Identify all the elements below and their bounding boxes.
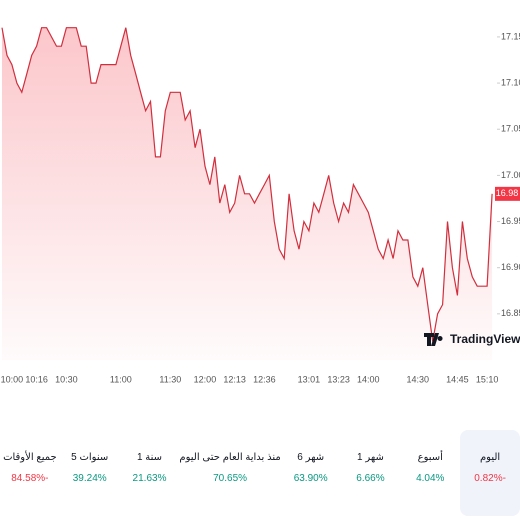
x-tick-label: 12:00 <box>194 374 217 384</box>
tab-label: منذ بداية العام حتى اليوم <box>179 452 281 463</box>
tab-value: -0.82% <box>474 473 506 484</box>
performance-tabs: اليوم -0.82% أسبوع 4.04% 1 شهر 6.66% 6 شهر 63.9… <box>0 430 520 516</box>
tab-label: 1 شهر <box>357 452 384 463</box>
tab-label: اليوم <box>479 452 501 463</box>
tab-label: 6 شهر <box>297 452 325 463</box>
x-tick-label: 11:30 <box>159 374 181 384</box>
tab-value: 70.65% <box>213 473 248 484</box>
watermark: TradingView <box>424 332 520 346</box>
y-tick-label: 17.15 <box>501 31 520 41</box>
performance-tab[interactable]: 1 شهر 6.66% <box>341 430 401 516</box>
x-tick-label: 12:13 <box>223 374 246 384</box>
y-tick-label: 17.00 <box>501 170 520 180</box>
y-tick-label: 17.10 <box>501 77 520 87</box>
performance-tab[interactable]: 1 سنة 21.63% <box>120 430 180 516</box>
chart: 16.85 16.90 16.95 17.00 17.05 17.10 17.15 10:00… <box>1 27 520 384</box>
tab-label: 1 سنة <box>136 452 163 463</box>
tab-value: 39.24% <box>72 473 107 484</box>
x-tick-label: 10:00 <box>1 374 24 384</box>
y-tick-label: 17.05 <box>501 124 520 134</box>
performance-tab[interactable]: اليوم -0.82% <box>460 430 520 516</box>
x-tick-label: 14:00 <box>357 374 380 384</box>
performance-tab[interactable]: 6 شهر 63.90% <box>281 430 341 516</box>
x-tick-label: 10:16 <box>25 374 48 384</box>
tab-value: 6.66% <box>356 473 385 484</box>
x-tick-label: 14:30 <box>407 374 430 384</box>
x-tick-label: 10:30 <box>55 374 78 384</box>
x-tick-label: 13:23 <box>327 374 350 384</box>
last-price-box <box>495 186 520 201</box>
tab-value: -84.58% <box>11 473 49 484</box>
tab-value: 63.90% <box>293 473 328 484</box>
tab-label: أسبوع <box>417 452 443 463</box>
performance-tab[interactable]: منذ بداية العام حتى اليوم 70.65% <box>179 430 280 516</box>
last-price-label: 16.98 <box>496 188 519 198</box>
y-tick-label: 16.95 <box>501 216 520 226</box>
watermark-text: TradingView <box>450 332 520 346</box>
performance-tab[interactable]: جميع الأوقات -84.58% <box>0 430 60 516</box>
x-tick-label: 13:01 <box>298 374 321 384</box>
price-line <box>1 27 493 342</box>
tab-label: جميع الأوقات <box>3 452 57 463</box>
x-tick-label: 12:36 <box>253 374 276 384</box>
performance-tab[interactable]: أسبوع 4.04% <box>400 430 460 516</box>
logo-icon <box>424 333 443 346</box>
x-tick-label: 11:00 <box>110 374 132 384</box>
x-tick-label: 14:45 <box>446 374 469 384</box>
y-tick-label: 16.85 <box>501 308 520 318</box>
performance-tab[interactable]: 5 سنوات 39.24% <box>60 430 120 516</box>
x-tick-label: 15:10 <box>476 374 499 384</box>
y-tick-label: 16.90 <box>501 262 520 272</box>
tab-label: 5 سنوات <box>71 452 109 463</box>
tab-value: 4.04% <box>416 473 445 484</box>
tab-value: 21.63% <box>132 473 167 484</box>
